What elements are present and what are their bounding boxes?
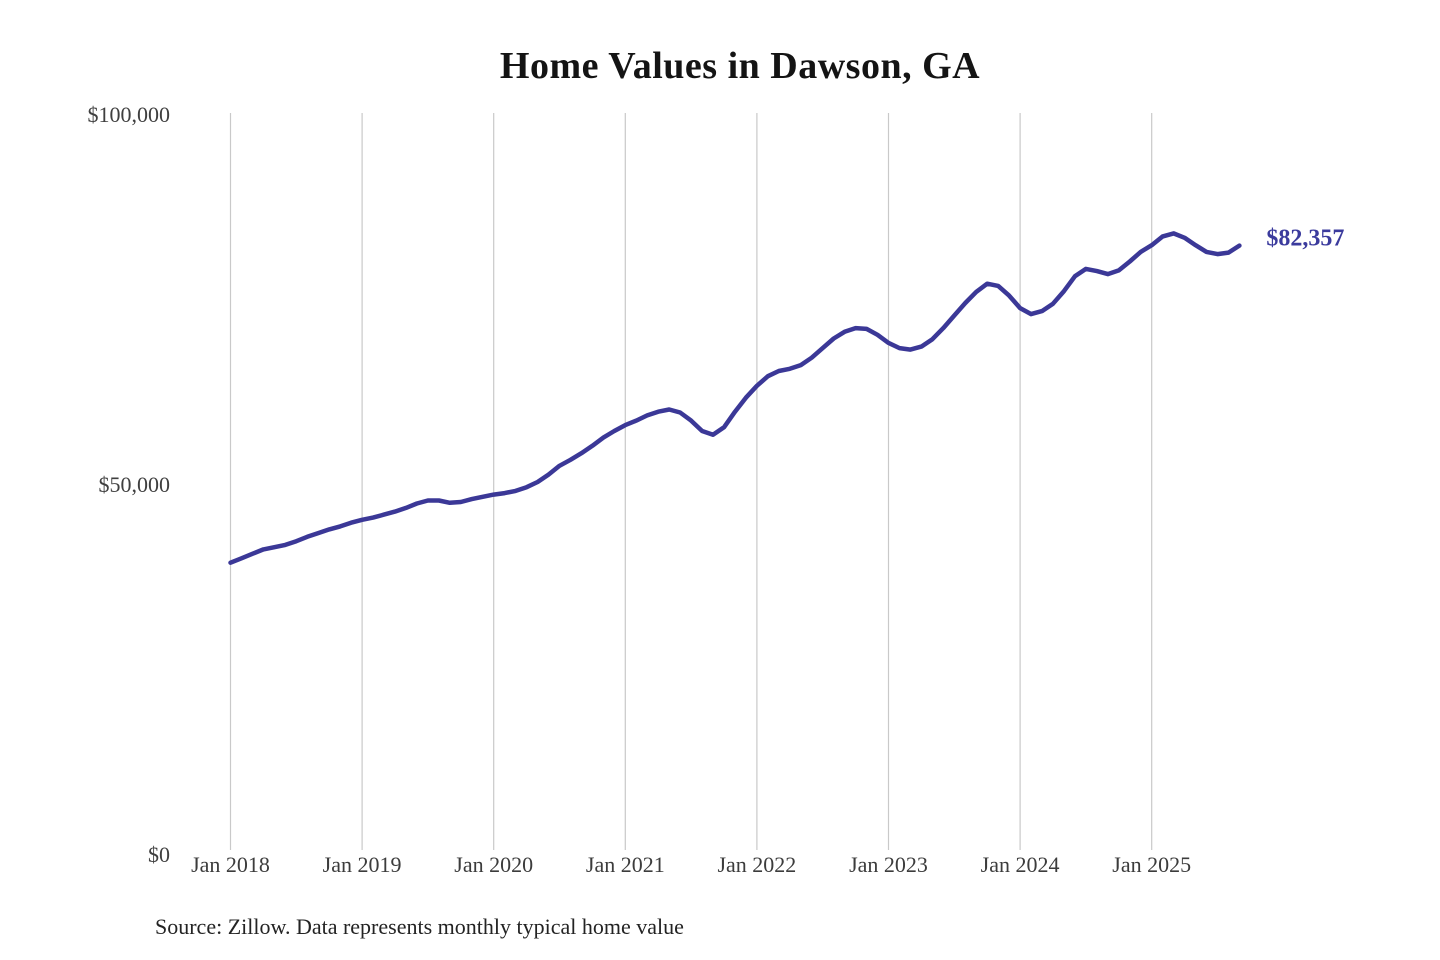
x-axis-label: Jan 2021 — [585, 852, 665, 877]
y-axis-label: $100,000 — [87, 102, 171, 127]
x-axis-label: Jan 2025 — [1112, 852, 1192, 877]
y-axis-label: $50,000 — [98, 472, 171, 497]
chart-title: Home Values in Dawson, GA — [499, 45, 981, 87]
source-note: Source: Zillow. Data represents monthly … — [155, 914, 684, 939]
x-axis-label: Jan 2024 — [980, 852, 1060, 877]
latest-value-label: $82,357 — [1266, 225, 1345, 252]
x-axis-label: Jan 2019 — [322, 852, 402, 877]
x-axis-label: Jan 2020 — [454, 852, 534, 877]
x-axis-label: Jan 2022 — [717, 852, 797, 877]
x-axis-label: Jan 2023 — [849, 852, 928, 877]
x-axis-label: Jan 2018 — [191, 852, 270, 877]
y-axis-label: $0 — [148, 842, 170, 867]
gridlines — [229, 113, 1153, 850]
home-value-line — [228, 231, 1242, 565]
